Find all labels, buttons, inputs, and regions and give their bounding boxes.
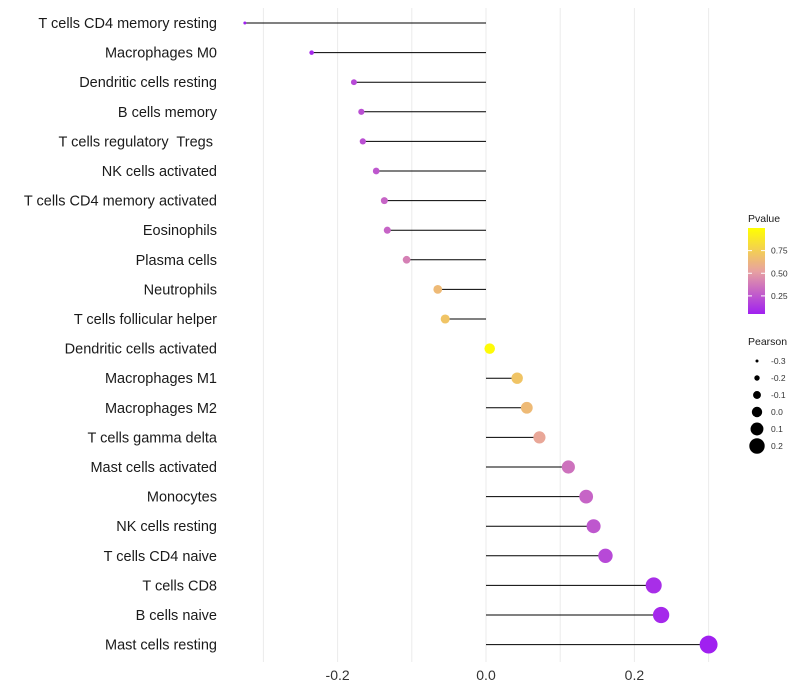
grid-layer: [262, 8, 710, 662]
pvalue-colorbar: [748, 228, 765, 314]
category-label: T cells follicular helper: [74, 312, 217, 328]
pearson-legend-label: 0.1: [771, 424, 783, 434]
pearson-legend-dot: [753, 391, 761, 399]
category-label: B cells memory: [118, 105, 218, 121]
lollipop-point: [358, 108, 365, 115]
pearson-legend-items: -0.3 -0.2 -0.1 0.0 0.1 0.2: [749, 356, 786, 454]
lollipop-point: [433, 285, 443, 294]
lollipop-point: [561, 460, 575, 474]
category-label: Macrophages M2: [105, 401, 217, 417]
category-label: T cells CD4 memory resting: [38, 16, 217, 32]
category-label: B cells naive: [136, 608, 217, 624]
lollipop-point: [699, 635, 718, 654]
pearson-legend-dot: [755, 359, 759, 363]
lollipop-point: [380, 197, 388, 205]
lollipop-point: [533, 431, 546, 444]
pearson-legend-dot: [751, 406, 763, 418]
lollipop-point: [309, 50, 314, 55]
category-label: Mast cells activated: [90, 460, 217, 476]
lollipop-point: [520, 401, 533, 414]
pvalue-tick-label: 0.75: [771, 246, 788, 256]
category-label: Dendritic cells resting: [79, 75, 217, 91]
lollipop-point: [243, 21, 247, 25]
stem-layer: [244, 22, 709, 646]
category-label: Eosinophils: [143, 223, 217, 239]
lollipop-point: [440, 314, 450, 324]
pvalue-tick-label: 0.50: [771, 268, 788, 278]
x-tick-label: -0.2: [326, 667, 350, 683]
category-label: Plasma cells: [136, 253, 217, 269]
category-label: Monocytes: [147, 490, 217, 506]
category-labels: T cells CD4 memory resting Macrophages M0…: [24, 16, 218, 654]
category-label: T cells CD4 memory activated: [24, 194, 217, 210]
pearson-legend-label: 0.2: [771, 441, 783, 451]
pearson-legend-dot: [750, 422, 764, 436]
category-label: T cells regulatory Tregs: [59, 134, 218, 150]
lollipop-point: [372, 167, 380, 175]
pearson-legend-title: Pearson: [748, 336, 787, 348]
lollipop-point: [598, 548, 613, 564]
x-tick-label: 0.0: [476, 667, 496, 683]
point-layer: [243, 21, 718, 654]
lollipop-point: [579, 489, 594, 504]
pvalue-legend-title: Pvalue: [748, 213, 780, 225]
lollipop-point: [652, 606, 670, 624]
category-label: T cells gamma delta: [88, 430, 218, 446]
category-label: T cells CD4 naive: [104, 549, 217, 565]
lollipop-point: [350, 79, 357, 86]
category-label: NK cells resting: [116, 519, 217, 535]
lollipop-point: [383, 226, 391, 234]
x-tick-label: 0.2: [625, 667, 645, 683]
pvalue-legend-ticks: 0.25 0.50 0.75: [748, 246, 788, 301]
category-label: Neutrophils: [144, 282, 217, 298]
category-label: Dendritic cells activated: [65, 342, 217, 358]
lollipop-point: [402, 255, 411, 264]
category-label: Mast cells resting: [105, 638, 217, 654]
lollipop-point: [484, 343, 495, 354]
category-label: NK cells activated: [102, 164, 217, 180]
category-label: T cells CD8: [142, 578, 217, 594]
pearson-legend-dot: [749, 438, 765, 454]
pvalue-tick-label: 0.25: [771, 291, 788, 301]
pearson-legend-label: -0.3: [771, 356, 786, 366]
category-label: Macrophages M0: [105, 46, 217, 62]
pearson-legend: Pearson -0.3 -0.2 -0.1 0.0 0.1 0.2: [748, 336, 787, 454]
lollipop-point: [645, 577, 662, 594]
lollipop-point: [586, 519, 601, 534]
pearson-legend-dot: [754, 375, 760, 381]
lollipop-point: [359, 138, 366, 145]
category-label: Macrophages M1: [105, 371, 217, 387]
pearson-legend-label: 0.0: [771, 407, 783, 417]
x-axis-ticks: -0.2 0.0 0.2: [326, 667, 645, 683]
pearson-legend-label: -0.2: [771, 373, 786, 383]
lollipop-point: [511, 372, 523, 384]
pvalue-legend: Pvalue 0.25 0.50 0.75: [748, 213, 788, 314]
pearson-legend-label: -0.1: [771, 390, 786, 400]
